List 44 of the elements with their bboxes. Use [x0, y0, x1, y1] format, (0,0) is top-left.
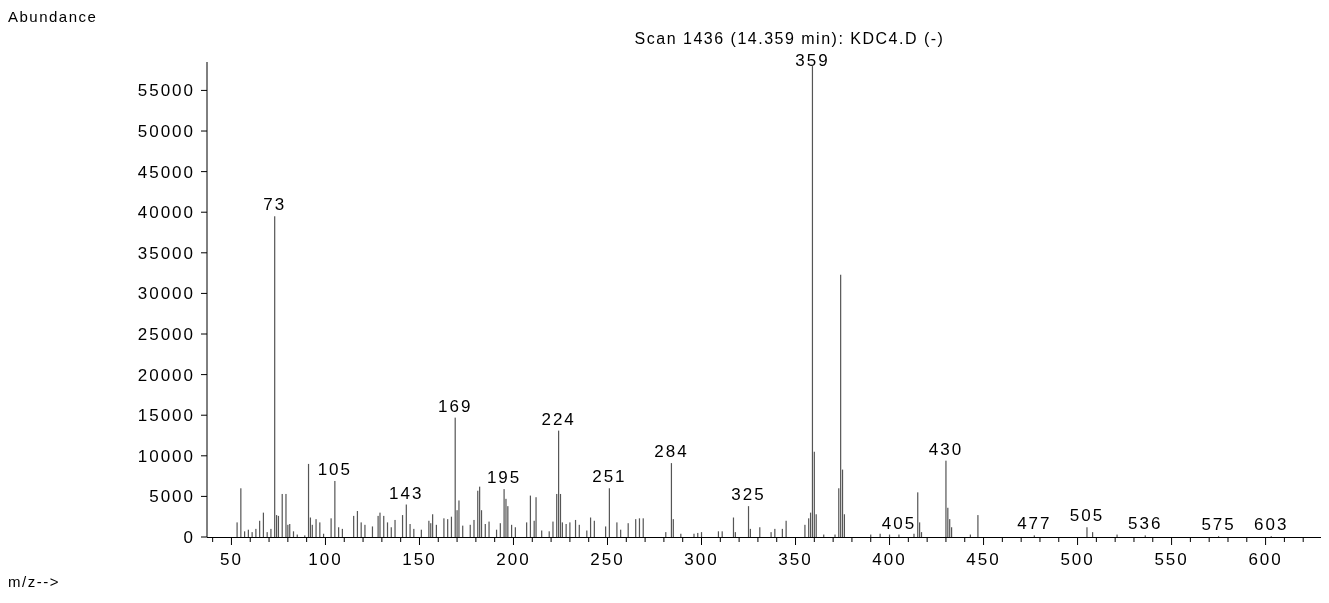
annotation: 575	[1201, 515, 1236, 535]
y-tick-label: 40000	[137, 203, 195, 223]
y-tick-label: 10000	[137, 446, 195, 466]
y-tick-label: 30000	[137, 284, 195, 304]
chart-title: Scan 1436 (14.359 min): KDC4.D (-)	[634, 30, 945, 47]
annotation: 505	[1069, 506, 1105, 526]
annotation: 477	[1017, 514, 1052, 534]
y-axis-title: Abundance	[8, 8, 98, 25]
annotation: 105	[317, 459, 353, 479]
x-tick-label: 450	[966, 550, 1001, 569]
x-tick-label: 100	[308, 550, 343, 569]
x-tick-label: 500	[1060, 550, 1095, 569]
annotation: 143	[389, 483, 424, 503]
y-tick-label: 20000	[137, 365, 195, 385]
x-tick-label: 250	[590, 550, 625, 569]
y-tick-label: 5000	[149, 487, 195, 507]
x-tick-label: 400	[872, 550, 907, 569]
x-tick-label: 550	[1154, 550, 1189, 569]
annotation: 73	[263, 195, 287, 215]
text: m/z-->	[8, 573, 60, 590]
annotation: 405	[881, 513, 917, 533]
x-tick-label: 600	[1248, 550, 1283, 569]
annotation: 325	[731, 485, 766, 505]
annotation: 224	[541, 409, 576, 429]
annotation: 430	[928, 439, 964, 459]
annotation: 169	[438, 396, 473, 416]
annotation: 284	[654, 442, 689, 462]
annotation: 195	[486, 468, 522, 488]
annotation: 359	[795, 51, 830, 70]
x-tick-label: 150	[402, 550, 437, 569]
y-tick-label: 15000	[137, 406, 195, 426]
annotation: 603	[1254, 515, 1289, 535]
y-tick-label: 0	[183, 528, 195, 547]
y-tick-label: 25000	[137, 325, 195, 345]
y-tick-label: 50000	[137, 122, 195, 142]
y-tick-label: 55000	[137, 81, 195, 101]
x-tick-label: 350	[778, 550, 813, 569]
x-tick-label: 300	[684, 550, 719, 569]
x-tick-label: 200	[496, 550, 531, 569]
x-tick-label: 50	[219, 550, 243, 569]
y-tick-label: 45000	[137, 162, 195, 182]
annotation: 251	[592, 467, 627, 487]
annotation: 536	[1128, 514, 1163, 534]
y-tick-label: 35000	[137, 243, 195, 263]
